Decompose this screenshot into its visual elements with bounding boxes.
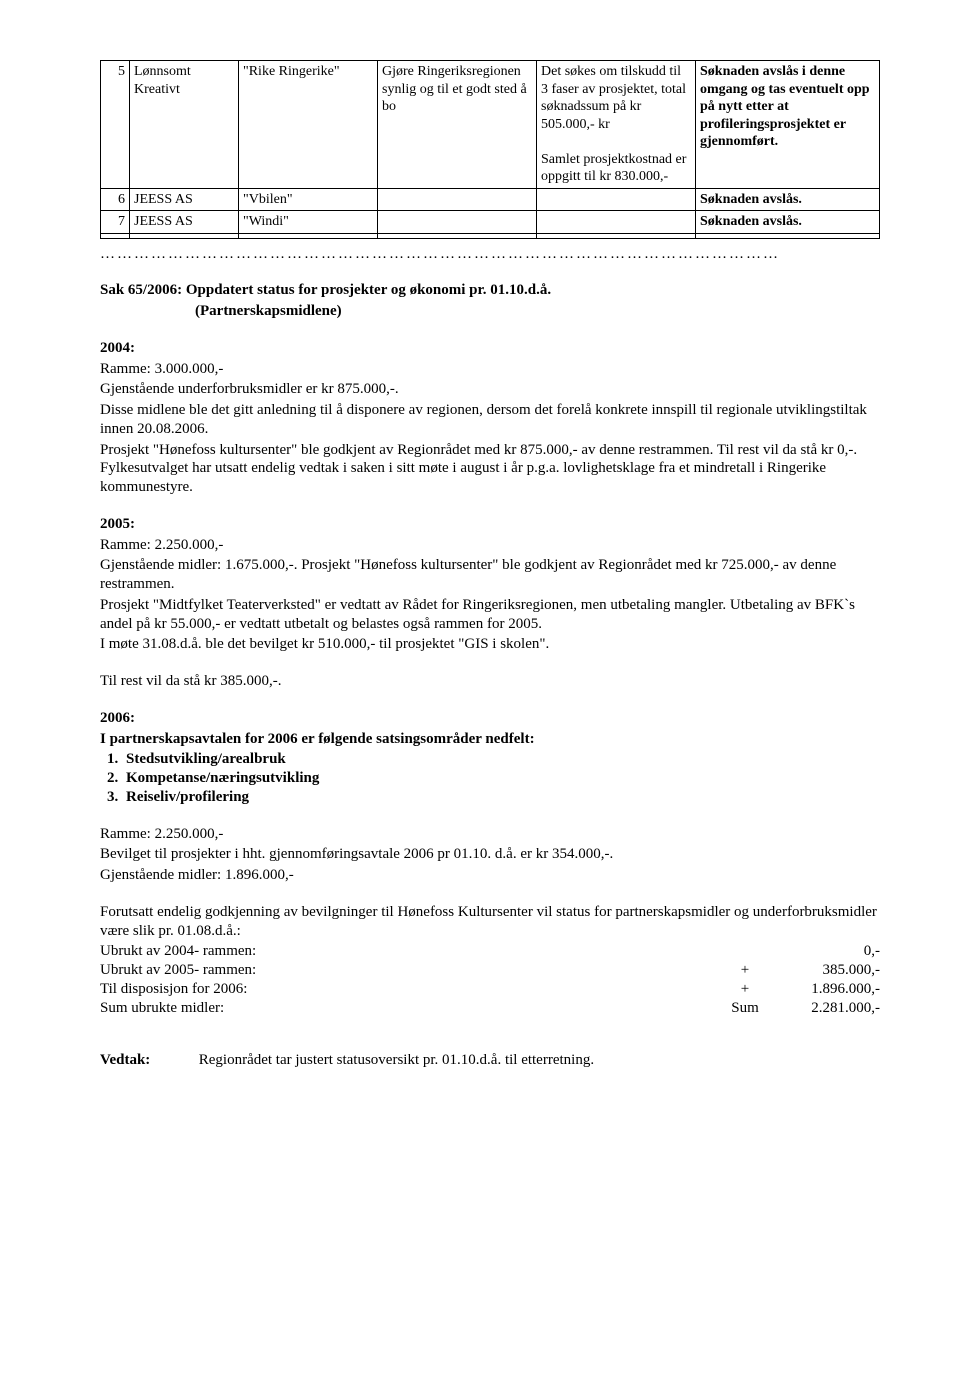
list-item: Stedsutvikling/arealbruk <box>122 750 880 769</box>
description <box>378 211 537 234</box>
table-row: 7 JEESS AS "Windi" Søknaden avslås. <box>101 211 880 234</box>
text-2004-l3: Disse midlene ble det gitt anledning til… <box>100 401 880 439</box>
separator-dots: ………………………………………………………………………………………………………… <box>100 245 880 264</box>
decision: Søknaden avslås i denne omgang og tas ev… <box>696 61 880 189</box>
forutsatt-block: Forutsatt endelig godkjenning av bevilgn… <box>100 903 880 1018</box>
vedtak-row: Vedtak: Regionrådet tar justert statusov… <box>100 1051 880 1070</box>
sum-sign <box>720 942 770 961</box>
project: "Windi" <box>239 211 378 234</box>
summary-table: Ubrukt av 2004- rammen: 0,- Ubrukt av 20… <box>100 942 880 1017</box>
year-2005-block: 2005: Ramme: 2.250.000,- Gjenstående mid… <box>100 515 880 654</box>
applicant: JEESS AS <box>130 188 239 211</box>
year-2005-heading: 2005: <box>100 515 880 534</box>
row-number: 7 <box>101 211 130 234</box>
table-row <box>101 233 880 238</box>
project: "Vbilen" <box>239 188 378 211</box>
applications-table: 5 Lønnsomt Kreativt "Rike Ringerike" Gjø… <box>100 60 880 239</box>
table-row: 6 JEESS AS "Vbilen" Søknaden avslås. <box>101 188 880 211</box>
project <box>239 233 378 238</box>
list-item: Reiseliv/profilering <box>122 788 880 807</box>
sum-value: 1.896.000,- <box>770 980 880 999</box>
gjenstaende-2006: Gjenstående midler: 1.896.000,- <box>100 866 880 885</box>
bevilget-2006: Bevilget til prosjekter i hht. gjennomfø… <box>100 845 880 864</box>
text-2004-l2: Gjenstående underforbruksmidler er kr 87… <box>100 380 880 399</box>
text-2004-l4: Prosjekt "Hønefoss kultursenter" ble god… <box>100 441 880 497</box>
ramme-2004: Ramme: 3.000.000,- <box>100 360 880 379</box>
table-row: 5 Lønnsomt Kreativt "Rike Ringerike" Gjø… <box>101 61 880 189</box>
applicant: Lønnsomt Kreativt <box>130 61 239 189</box>
row-number <box>101 233 130 238</box>
decision: Søknaden avslås. <box>696 188 880 211</box>
project: "Rike Ringerike" <box>239 61 378 189</box>
sum-sign: Sum <box>720 999 770 1018</box>
decision <box>696 233 880 238</box>
sak-heading-block: Sak 65/2006: Oppdatert status for prosje… <box>100 281 880 321</box>
ramme-2005: Ramme: 2.250.000,- <box>100 536 880 555</box>
table-row: Til disposisjon for 2006: + 1.896.000,- <box>100 980 880 999</box>
year-2004-heading: 2004: <box>100 339 880 358</box>
description: Gjøre Ringeriksregionen synlig og til et… <box>378 61 537 189</box>
sum-sign: + <box>720 961 770 980</box>
year-2006-block: 2006: I partnerskapsavtalen for 2006 er … <box>100 709 880 807</box>
year-2006-heading: 2006: <box>100 709 880 728</box>
intro-2006: I partnerskapsavtalen for 2006 er følgen… <box>100 730 880 749</box>
year-2004-block: 2004: Ramme: 3.000.000,- Gjenstående und… <box>100 339 880 497</box>
vedtak-label: Vedtak: <box>100 1051 195 1070</box>
description <box>378 233 537 238</box>
rest-2005-block: Til rest vil da stå kr 385.000,-. <box>100 672 880 691</box>
details <box>537 188 696 211</box>
sak-title: Sak 65/2006: Oppdatert status for prosje… <box>100 281 880 300</box>
applicant <box>130 233 239 238</box>
table-row: Ubrukt av 2004- rammen: 0,- <box>100 942 880 961</box>
row-number: 5 <box>101 61 130 189</box>
sum-label: Ubrukt av 2005- rammen: <box>100 961 720 980</box>
sak-subtitle: (Partnerskapsmidlene) <box>100 302 880 321</box>
sum-value: 2.281.000,- <box>770 999 880 1018</box>
ramme-2006-block: Ramme: 2.250.000,- Bevilget til prosjekt… <box>100 825 880 885</box>
ramme-2006: Ramme: 2.250.000,- <box>100 825 880 844</box>
applicant: JEESS AS <box>130 211 239 234</box>
list-item: Kompetanse/næringsutvikling <box>122 769 880 788</box>
sum-label: Ubrukt av 2004- rammen: <box>100 942 720 961</box>
details <box>537 211 696 234</box>
sum-value: 0,- <box>770 942 880 961</box>
rest-2005: Til rest vil da stå kr 385.000,-. <box>100 672 880 691</box>
forutsatt-text: Forutsatt endelig godkjenning av bevilgn… <box>100 903 880 941</box>
row-number: 6 <box>101 188 130 211</box>
table-row: Ubrukt av 2005- rammen: + 385.000,- <box>100 961 880 980</box>
text-2005-l4: I møte 31.08.d.å. ble det bevilget kr 51… <box>100 635 880 654</box>
description <box>378 188 537 211</box>
sum-sign: + <box>720 980 770 999</box>
sum-label: Til disposisjon for 2006: <box>100 980 720 999</box>
details: Det søkes om tilskudd til 3 faser av pro… <box>537 61 696 189</box>
text-2005-l2: Gjenstående midler: 1.675.000,-. Prosjek… <box>100 556 880 594</box>
decision: Søknaden avslås. <box>696 211 880 234</box>
sum-label: Sum ubrukte midler: <box>100 999 720 1018</box>
focus-areas-list: Stedsutvikling/arealbruk Kompetanse/næri… <box>100 750 880 806</box>
text-2005-l3: Prosjekt "Midtfylket Teaterverksted" er … <box>100 596 880 634</box>
details <box>537 233 696 238</box>
vedtak-text: Regionrådet tar justert statusoversikt p… <box>199 1052 594 1068</box>
table-row: Sum ubrukte midler: Sum 2.281.000,- <box>100 999 880 1018</box>
sum-value: 385.000,- <box>770 961 880 980</box>
